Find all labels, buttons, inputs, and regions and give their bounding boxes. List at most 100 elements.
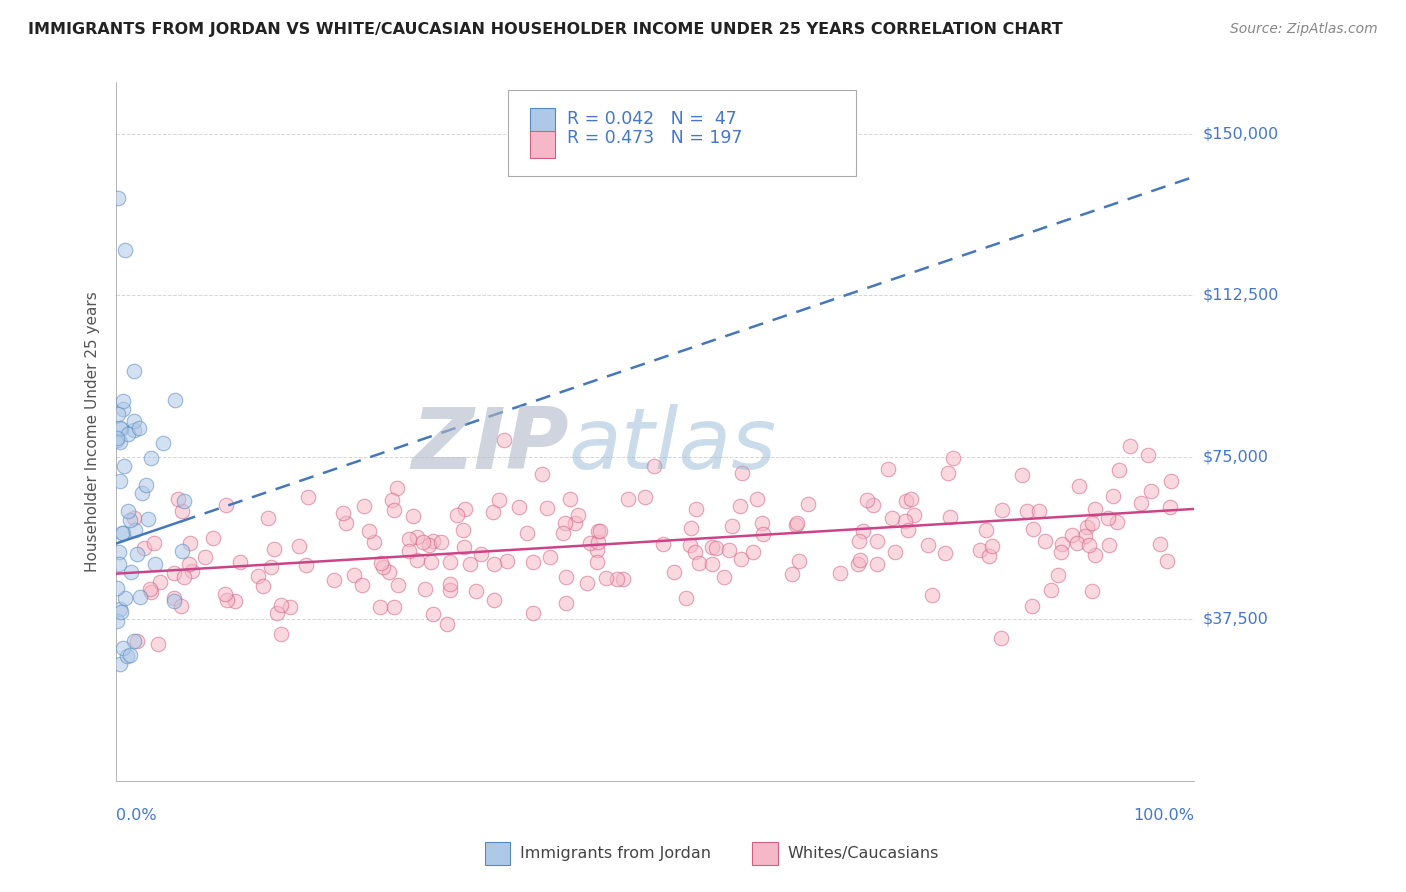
Point (278, 599, 301, 614)
Point (111, 394, 134, 409)
Point (1066, 536, 1088, 550)
Point (1119, 439, 1142, 453)
Point (522, 606, 544, 620)
Point (634, 491, 657, 505)
Point (162, 591, 184, 606)
Point (554, 570, 576, 584)
Point (384, 503, 406, 517)
Point (387, 578, 409, 592)
Point (177, 558, 200, 572)
Point (108, 434, 131, 449)
Point (704, 541, 727, 555)
Point (558, 492, 581, 507)
Point (883, 545, 905, 559)
Point (717, 543, 740, 558)
Point (782, 567, 804, 582)
Text: Whites/Caucasians: Whites/Caucasians (787, 847, 939, 861)
Point (430, 535, 453, 549)
Point (163, 593, 186, 607)
Point (439, 582, 461, 597)
Text: 100.0%: 100.0% (1133, 808, 1194, 823)
Point (173, 493, 195, 508)
Point (132, 541, 155, 555)
Point (849, 553, 872, 567)
Text: R = 0.473   N = 197: R = 0.473 N = 197 (567, 129, 742, 147)
Point (114, 243, 136, 257)
Point (606, 572, 628, 586)
Point (679, 538, 702, 552)
Point (228, 555, 250, 569)
Point (139, 585, 162, 599)
Point (685, 502, 707, 516)
Point (797, 497, 820, 511)
Point (124, 364, 146, 378)
Point (163, 566, 186, 580)
Point (848, 533, 870, 548)
Point (522, 555, 544, 569)
Point (496, 554, 519, 568)
Point (180, 564, 202, 578)
Point (741, 545, 763, 559)
Point (332, 506, 354, 520)
Point (866, 534, 889, 549)
Point (700, 540, 723, 554)
Point (900, 491, 922, 506)
Point (852, 524, 875, 538)
Point (1140, 484, 1163, 499)
Text: Source: ZipAtlas.com: Source: ZipAtlas.com (1230, 22, 1378, 37)
Point (893, 514, 915, 528)
Point (114, 591, 136, 606)
Point (1081, 584, 1104, 599)
Point (688, 556, 710, 570)
Point (1097, 511, 1119, 525)
Point (122, 414, 145, 428)
Point (270, 627, 292, 641)
Point (202, 532, 225, 546)
Point (1108, 463, 1130, 477)
Point (173, 570, 195, 584)
Point (484, 593, 506, 607)
Point (751, 516, 773, 531)
Point (105, 431, 128, 445)
Point (990, 503, 1012, 517)
Point (720, 518, 742, 533)
Point (402, 509, 425, 524)
Point (406, 553, 429, 567)
Point (567, 508, 589, 522)
Point (616, 491, 638, 506)
Point (454, 502, 477, 516)
Point (465, 584, 488, 599)
Point (536, 500, 558, 515)
Point (108, 474, 131, 488)
Point (1050, 537, 1073, 551)
Point (1084, 548, 1107, 562)
Point (877, 462, 900, 476)
Point (224, 593, 246, 607)
Point (122, 634, 145, 648)
Point (586, 534, 609, 549)
Point (700, 557, 723, 571)
Point (903, 508, 925, 523)
Point (266, 606, 288, 620)
Point (343, 568, 366, 582)
Point (553, 526, 575, 541)
Point (643, 458, 665, 473)
Point (1080, 516, 1102, 530)
Point (107, 433, 129, 447)
Point (896, 493, 918, 508)
Point (651, 537, 673, 551)
Point (731, 466, 754, 480)
Point (406, 530, 429, 544)
Point (554, 596, 576, 610)
Point (295, 558, 318, 572)
Point (1049, 545, 1071, 559)
Text: $37,500: $37,500 (1202, 611, 1268, 626)
Point (786, 516, 808, 531)
Point (564, 516, 586, 530)
Point (664, 565, 686, 579)
Point (107, 557, 129, 571)
Point (1160, 474, 1182, 488)
Point (246, 568, 269, 582)
Point (1098, 538, 1121, 552)
Point (142, 535, 165, 549)
